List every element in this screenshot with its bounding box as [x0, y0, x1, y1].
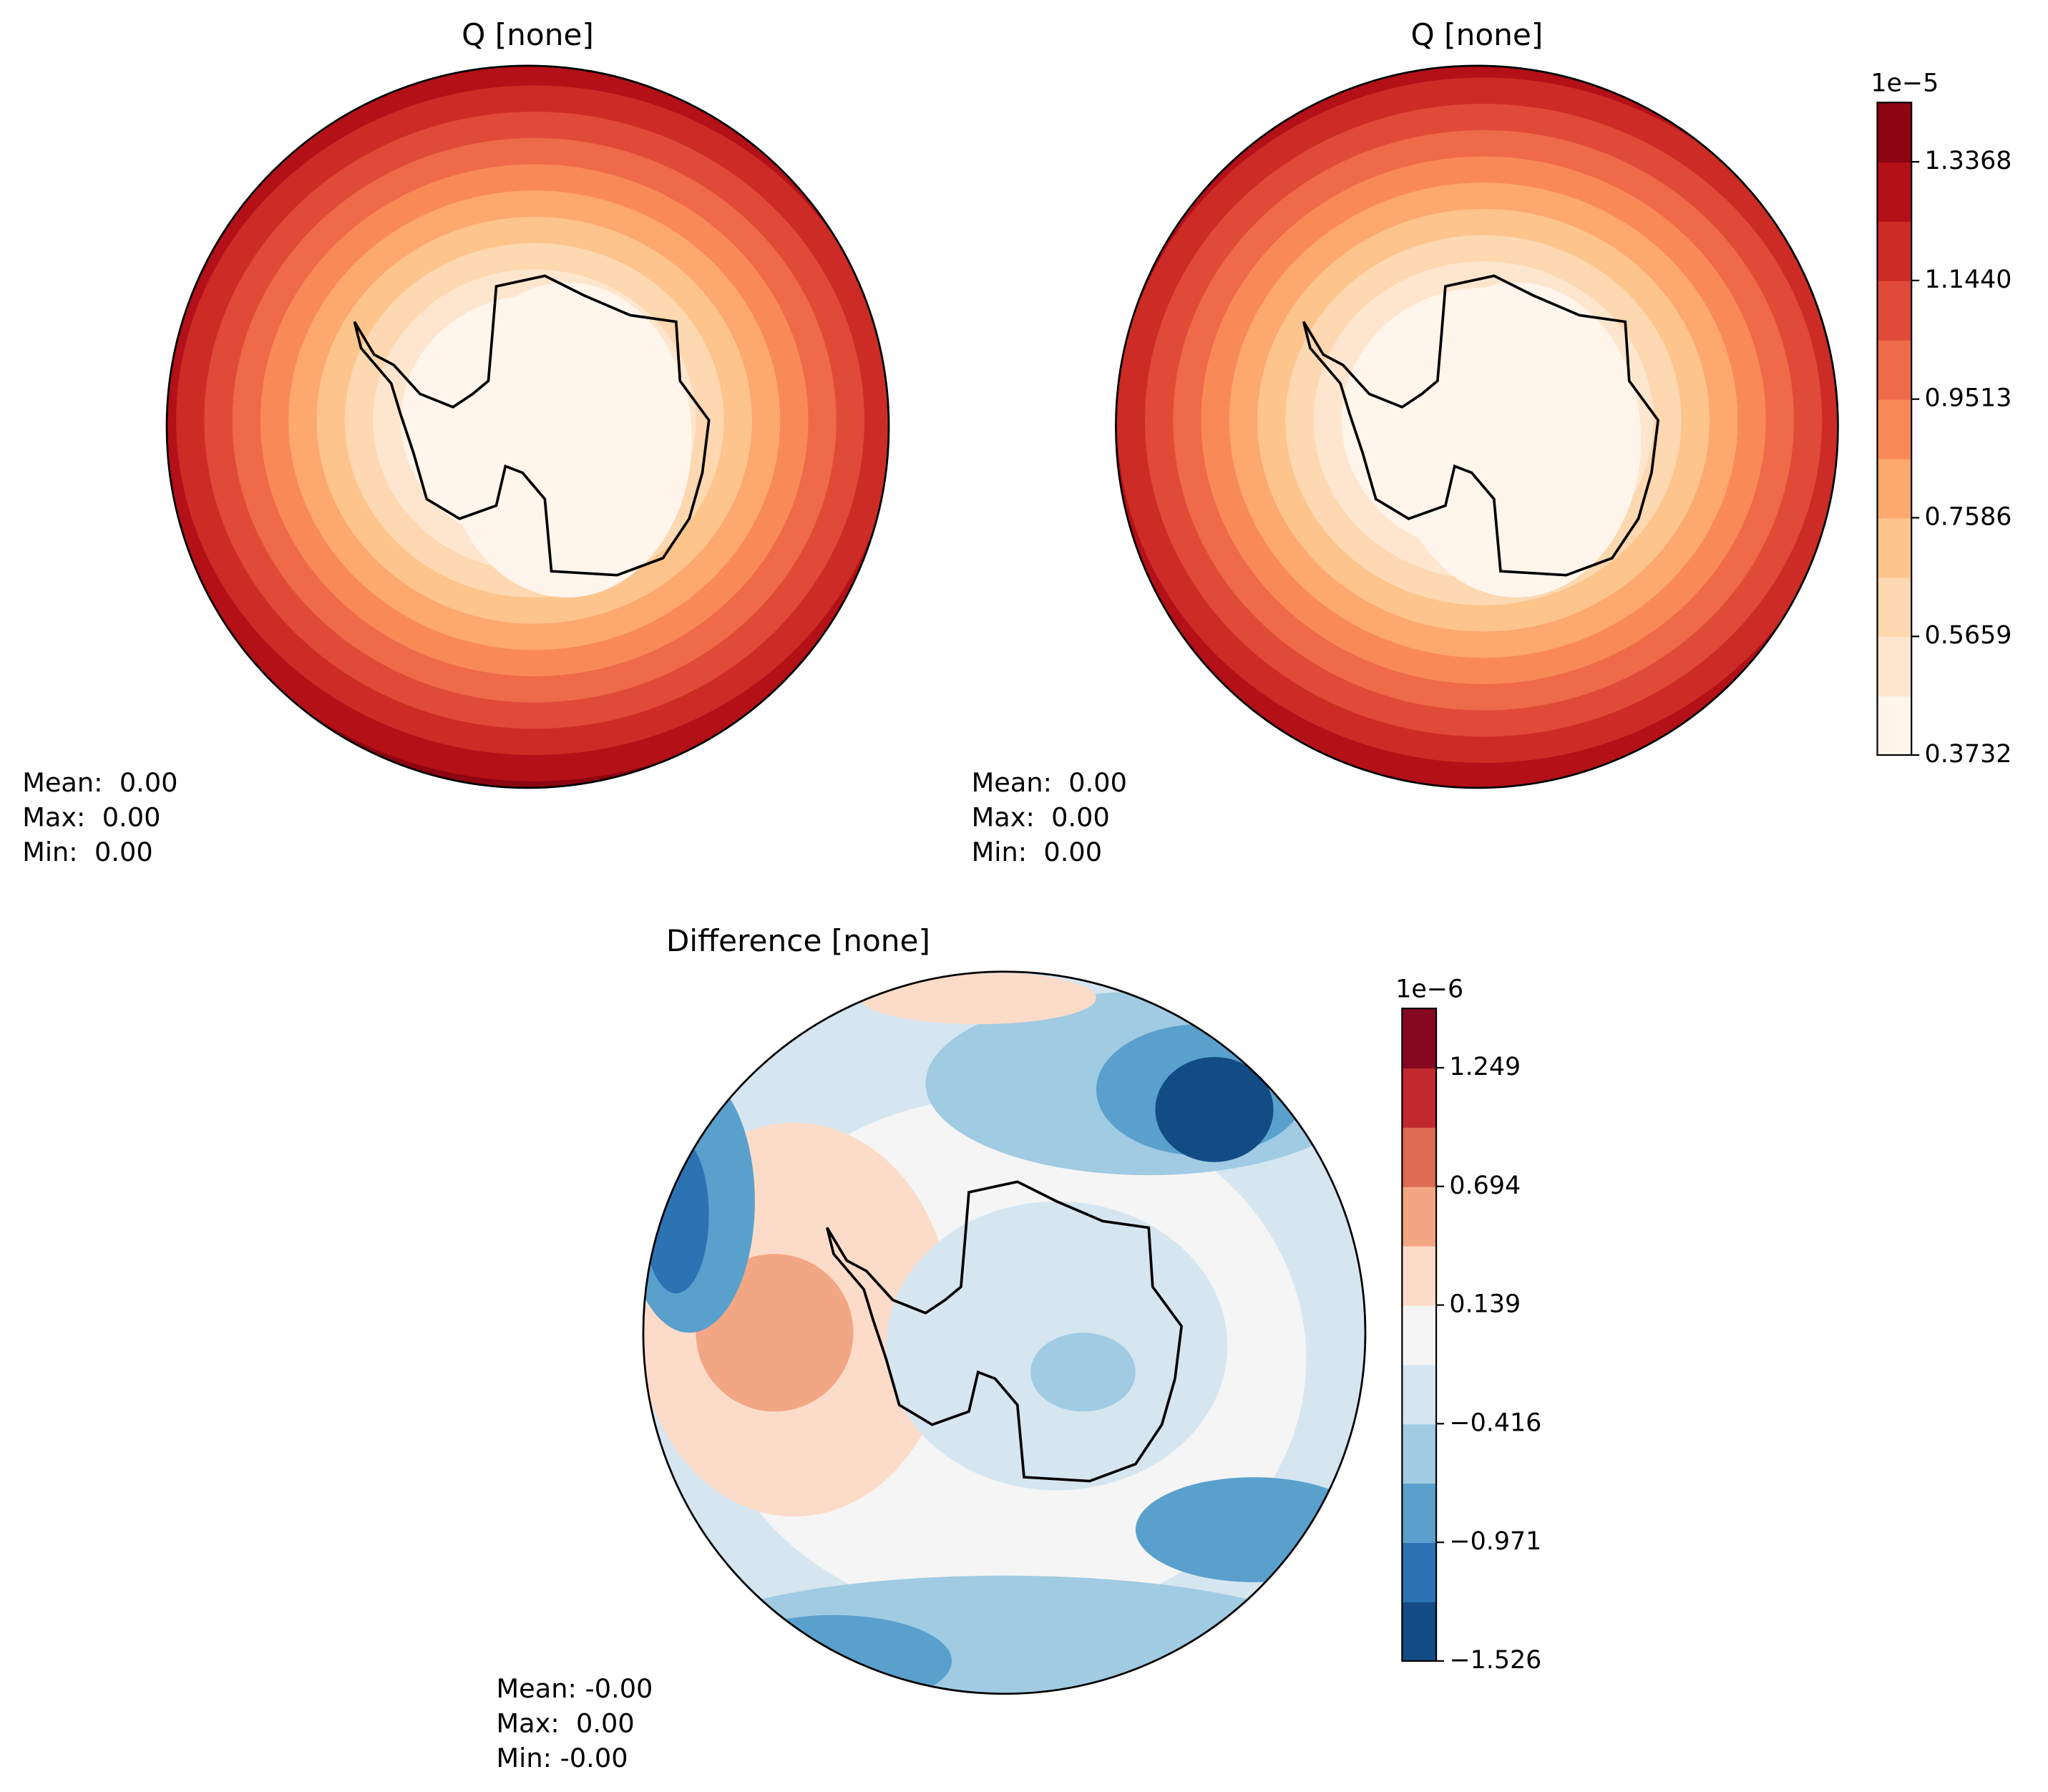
contour-map [166, 65, 889, 788]
stat-line: Mean: 0.00 [972, 767, 1127, 798]
contour-band [643, 1136, 709, 1294]
colorbar-segment [1877, 221, 1912, 281]
colorbar-segment [1402, 1542, 1437, 1602]
colorbar-tick-label: −0.416 [1449, 1408, 1541, 1437]
map-boundary [642, 970, 1367, 1695]
contour-band [859, 971, 1096, 1025]
stat-line: Max: 0.00 [22, 802, 160, 833]
colorbar-segment [1877, 577, 1912, 638]
contour-band [442, 282, 692, 598]
contour-map [643, 971, 1365, 1694]
panel-title: Q [none] [1411, 17, 1544, 52]
colorbar-segment [1402, 1245, 1437, 1306]
colorbar-segment [1877, 517, 1912, 578]
colorbar-segment [1877, 696, 1912, 756]
stat-line: Min: 0.00 [22, 837, 152, 867]
colorbar-segment [1402, 1483, 1437, 1544]
stat-line: Mean: -0.00 [496, 1673, 653, 1704]
colorbar-segment [1402, 1305, 1437, 1365]
colorbar-tick-label: 1.3368 [1925, 147, 2012, 175]
colorbar-tick-label: 1.249 [1449, 1053, 1521, 1081]
colorbar-tick-label: 0.5659 [1925, 621, 2012, 650]
colorbar-tick-label: 0.9513 [1925, 384, 2012, 413]
colorbar-tick-label: 0.139 [1449, 1290, 1521, 1319]
colorbar-tick-label: 0.7586 [1925, 502, 2012, 531]
colorbar-segment [1402, 1068, 1437, 1128]
colorbar-offset: 1e−6 [1395, 975, 1463, 1003]
colorbar-segment [1402, 1126, 1437, 1187]
map-boundary [1115, 64, 1839, 789]
contour-band [1391, 282, 1642, 598]
colorbar-tick-label: 0.694 [1449, 1172, 1521, 1200]
stat-line: Mean: 0.00 [22, 767, 177, 798]
colorbar-frame [1876, 102, 1913, 756]
stat-line: Min: -0.00 [496, 1743, 628, 1773]
colorbar-tick-label: 1.1440 [1925, 266, 2012, 294]
colorbar-segment [1402, 1364, 1437, 1425]
contour-band [1030, 1333, 1136, 1412]
colorbar-frame [1401, 1008, 1438, 1662]
colorbar-segment [1402, 1423, 1437, 1484]
colorbar-segment [1877, 280, 1912, 341]
colorbar-segment [1877, 162, 1912, 222]
colorbar-tick-label: −1.526 [1449, 1646, 1541, 1675]
contour-band [663, 1575, 1346, 1694]
contour-band [1155, 1056, 1274, 1162]
stat-line: Max: 0.00 [496, 1708, 634, 1738]
map-boundary [165, 64, 890, 789]
stat-line: Min: 0.00 [972, 837, 1102, 867]
colorbar-segment [1877, 339, 1912, 400]
colorbar-segment [1877, 102, 1912, 163]
contour-band [715, 1615, 952, 1694]
stat-line: Max: 0.00 [972, 802, 1110, 833]
colorbar-tick-label: −0.971 [1449, 1527, 1541, 1556]
contour-band [1135, 1477, 1365, 1582]
panel-title: Q [none] [462, 17, 594, 52]
colorbar-segment [1877, 399, 1912, 459]
colorbar-segment [1402, 1602, 1437, 1662]
colorbar-offset: 1e−5 [1871, 69, 1939, 98]
colorbar-segment [1877, 636, 1912, 697]
contour-map [1116, 65, 1838, 788]
colorbar-segment [1402, 1008, 1437, 1068]
colorbar-tick-label: 0.3732 [1925, 740, 2012, 769]
colorbar-segment [1877, 458, 1912, 519]
colorbar-segment [1402, 1186, 1437, 1247]
panel-title: Difference [none] [666, 923, 930, 958]
